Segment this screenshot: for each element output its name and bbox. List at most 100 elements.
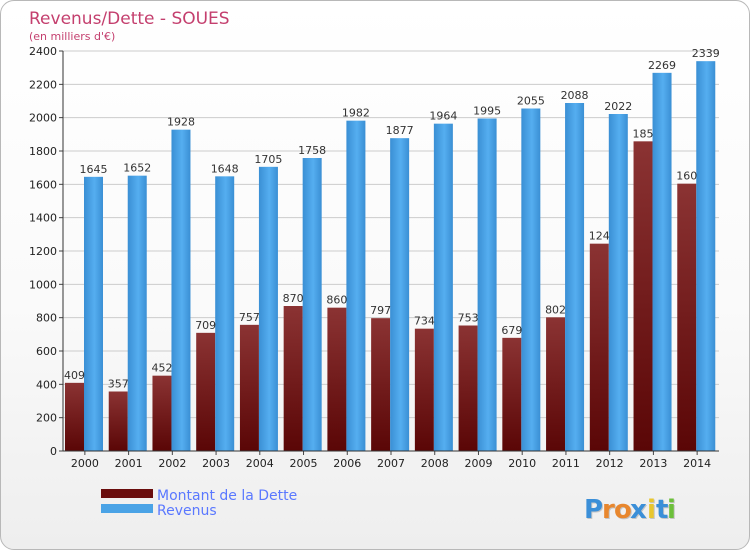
legend: Montant de la Dette Revenus: [101, 488, 297, 519]
y-tick-label: 1400: [29, 212, 57, 225]
x-tick-label: 2007: [377, 457, 405, 470]
x-tick-label: 2011: [552, 457, 580, 470]
logo-letter: P: [584, 495, 603, 525]
x-tick-label: 2014: [683, 457, 711, 470]
logo-letter-shadow: i: [668, 496, 677, 526]
bar-dette-2011: [546, 317, 566, 451]
data-label-revenus-2009: 1995: [473, 105, 501, 118]
data-label-dette-2006: 860: [326, 294, 347, 307]
bar-revenus-2000: [84, 176, 103, 452]
logo-letter-shadow: r: [603, 496, 616, 526]
bar-revenus-2001: [127, 175, 147, 451]
bar-dette-2002: [152, 375, 172, 451]
x-tick-label: 2013: [639, 457, 667, 470]
bar-dette-2007: [371, 318, 391, 451]
data-label-revenus-2014: 2339: [692, 47, 720, 60]
data-label-dette-2005: 870: [283, 292, 304, 305]
data-label-revenus-2001: 1652: [123, 162, 151, 175]
logo-letter: i: [647, 495, 656, 525]
y-tick-label: 400: [36, 378, 57, 391]
y-tick-label: 2200: [29, 78, 57, 91]
y-tick-label: 800: [36, 312, 57, 325]
logo-letter-shadow: o: [615, 496, 633, 526]
logo-letter: i: [667, 495, 676, 525]
data-label-dette-2004: 757: [239, 311, 260, 324]
bars: [65, 61, 716, 452]
bar-revenus-2007: [390, 138, 410, 451]
bar-dette-2014: [677, 183, 697, 451]
data-label-dette-2007: 797: [370, 304, 391, 317]
bar-dette-2009: [458, 325, 478, 451]
x-tick-label: 2006: [333, 457, 361, 470]
legend-swatch-revenus: [101, 504, 153, 513]
bar-dette-2008: [414, 328, 434, 451]
data-label-revenus-2010: 2055: [517, 95, 545, 108]
data-label-revenus-2004: 1705: [254, 153, 282, 166]
y-tick-label: 600: [36, 345, 57, 358]
data-label-revenus-2011: 2088: [561, 89, 589, 102]
data-label-dette-2012: 124: [589, 230, 610, 243]
data-label-dette-2011: 802: [545, 303, 566, 316]
x-tick-label: 2009: [464, 457, 492, 470]
bar-revenus-2010: [521, 108, 541, 451]
legend-swatch-debt: [101, 489, 153, 498]
data-label-revenus-2007: 1877: [386, 124, 414, 137]
logo-letter: x: [630, 495, 647, 525]
bar-revenus-2003: [215, 176, 235, 452]
logo-letter-shadow: i: [648, 496, 657, 526]
data-label-revenus-2002: 1928: [167, 116, 195, 129]
bar-dette-2001: [108, 391, 128, 451]
data-label-dette-2001: 357: [108, 378, 129, 391]
bar-dette-2003: [196, 332, 216, 451]
bar-dette-2006: [327, 307, 347, 451]
logo-letter-shadow: t: [657, 496, 669, 526]
logo-letter: t: [656, 495, 668, 525]
x-tick-label: 2000: [71, 457, 99, 470]
data-label-dette-2014: 160: [676, 170, 697, 183]
x-tick-label: 2001: [115, 457, 143, 470]
y-tick-label: 2000: [29, 112, 57, 125]
legend-label-debt: Montant de la Dette: [157, 488, 297, 504]
x-tick-label: 2005: [290, 457, 318, 470]
data-label-dette-2000: 409: [64, 369, 85, 382]
bar-dette-2010: [502, 337, 522, 451]
bar-revenus-2013: [652, 72, 672, 451]
data-label-dette-2010: 679: [501, 324, 522, 337]
data-label-revenus-2008: 1964: [429, 110, 457, 123]
x-tick-label: 2012: [596, 457, 624, 470]
bar-dette-2012: [589, 243, 609, 451]
bar-revenus-2014: [696, 61, 716, 452]
data-label-revenus-2000: 1645: [80, 163, 108, 176]
x-tick-label: 2010: [508, 457, 536, 470]
data-label-revenus-2003: 1648: [211, 162, 239, 175]
bar-revenus-2005: [302, 158, 322, 451]
y-tick-label: 1000: [29, 278, 57, 291]
logo-letter-shadow: x: [631, 496, 648, 526]
data-label-revenus-2006: 1982: [342, 107, 370, 120]
y-tick-label: 1800: [29, 145, 57, 158]
y-tick-label: 1200: [29, 245, 57, 258]
bar-dette-2005: [283, 306, 303, 451]
data-label-revenus-2013: 2269: [648, 59, 676, 72]
axes: [62, 51, 719, 452]
data-label-dette-2009: 753: [458, 312, 479, 325]
bar-revenus-2004: [258, 166, 278, 452]
bar-revenus-2006: [346, 120, 366, 452]
bar-revenus-2012: [608, 114, 628, 451]
bar-dette-2004: [239, 324, 259, 451]
y-tick-label: 2400: [29, 45, 57, 58]
data-label-dette-2013: 185: [633, 127, 654, 140]
x-tick-label: 2002: [158, 457, 186, 470]
logo-letter: r: [602, 495, 615, 525]
legend-label-revenus: Revenus: [157, 503, 217, 519]
bar-dette-2000: [65, 382, 84, 451]
y-tick-label: 0: [50, 445, 57, 458]
data-label-revenus-2005: 1758: [298, 144, 326, 157]
x-tick-label: 2003: [202, 457, 230, 470]
data-label-dette-2003: 709: [195, 319, 216, 332]
chart-subtitle: (en milliers d'€): [29, 30, 115, 43]
data-labels: 409 1645 357 1652 452 1928 709 1648 757 1705 870 17…: [64, 47, 720, 390]
y-tick-label: 1600: [29, 178, 57, 191]
